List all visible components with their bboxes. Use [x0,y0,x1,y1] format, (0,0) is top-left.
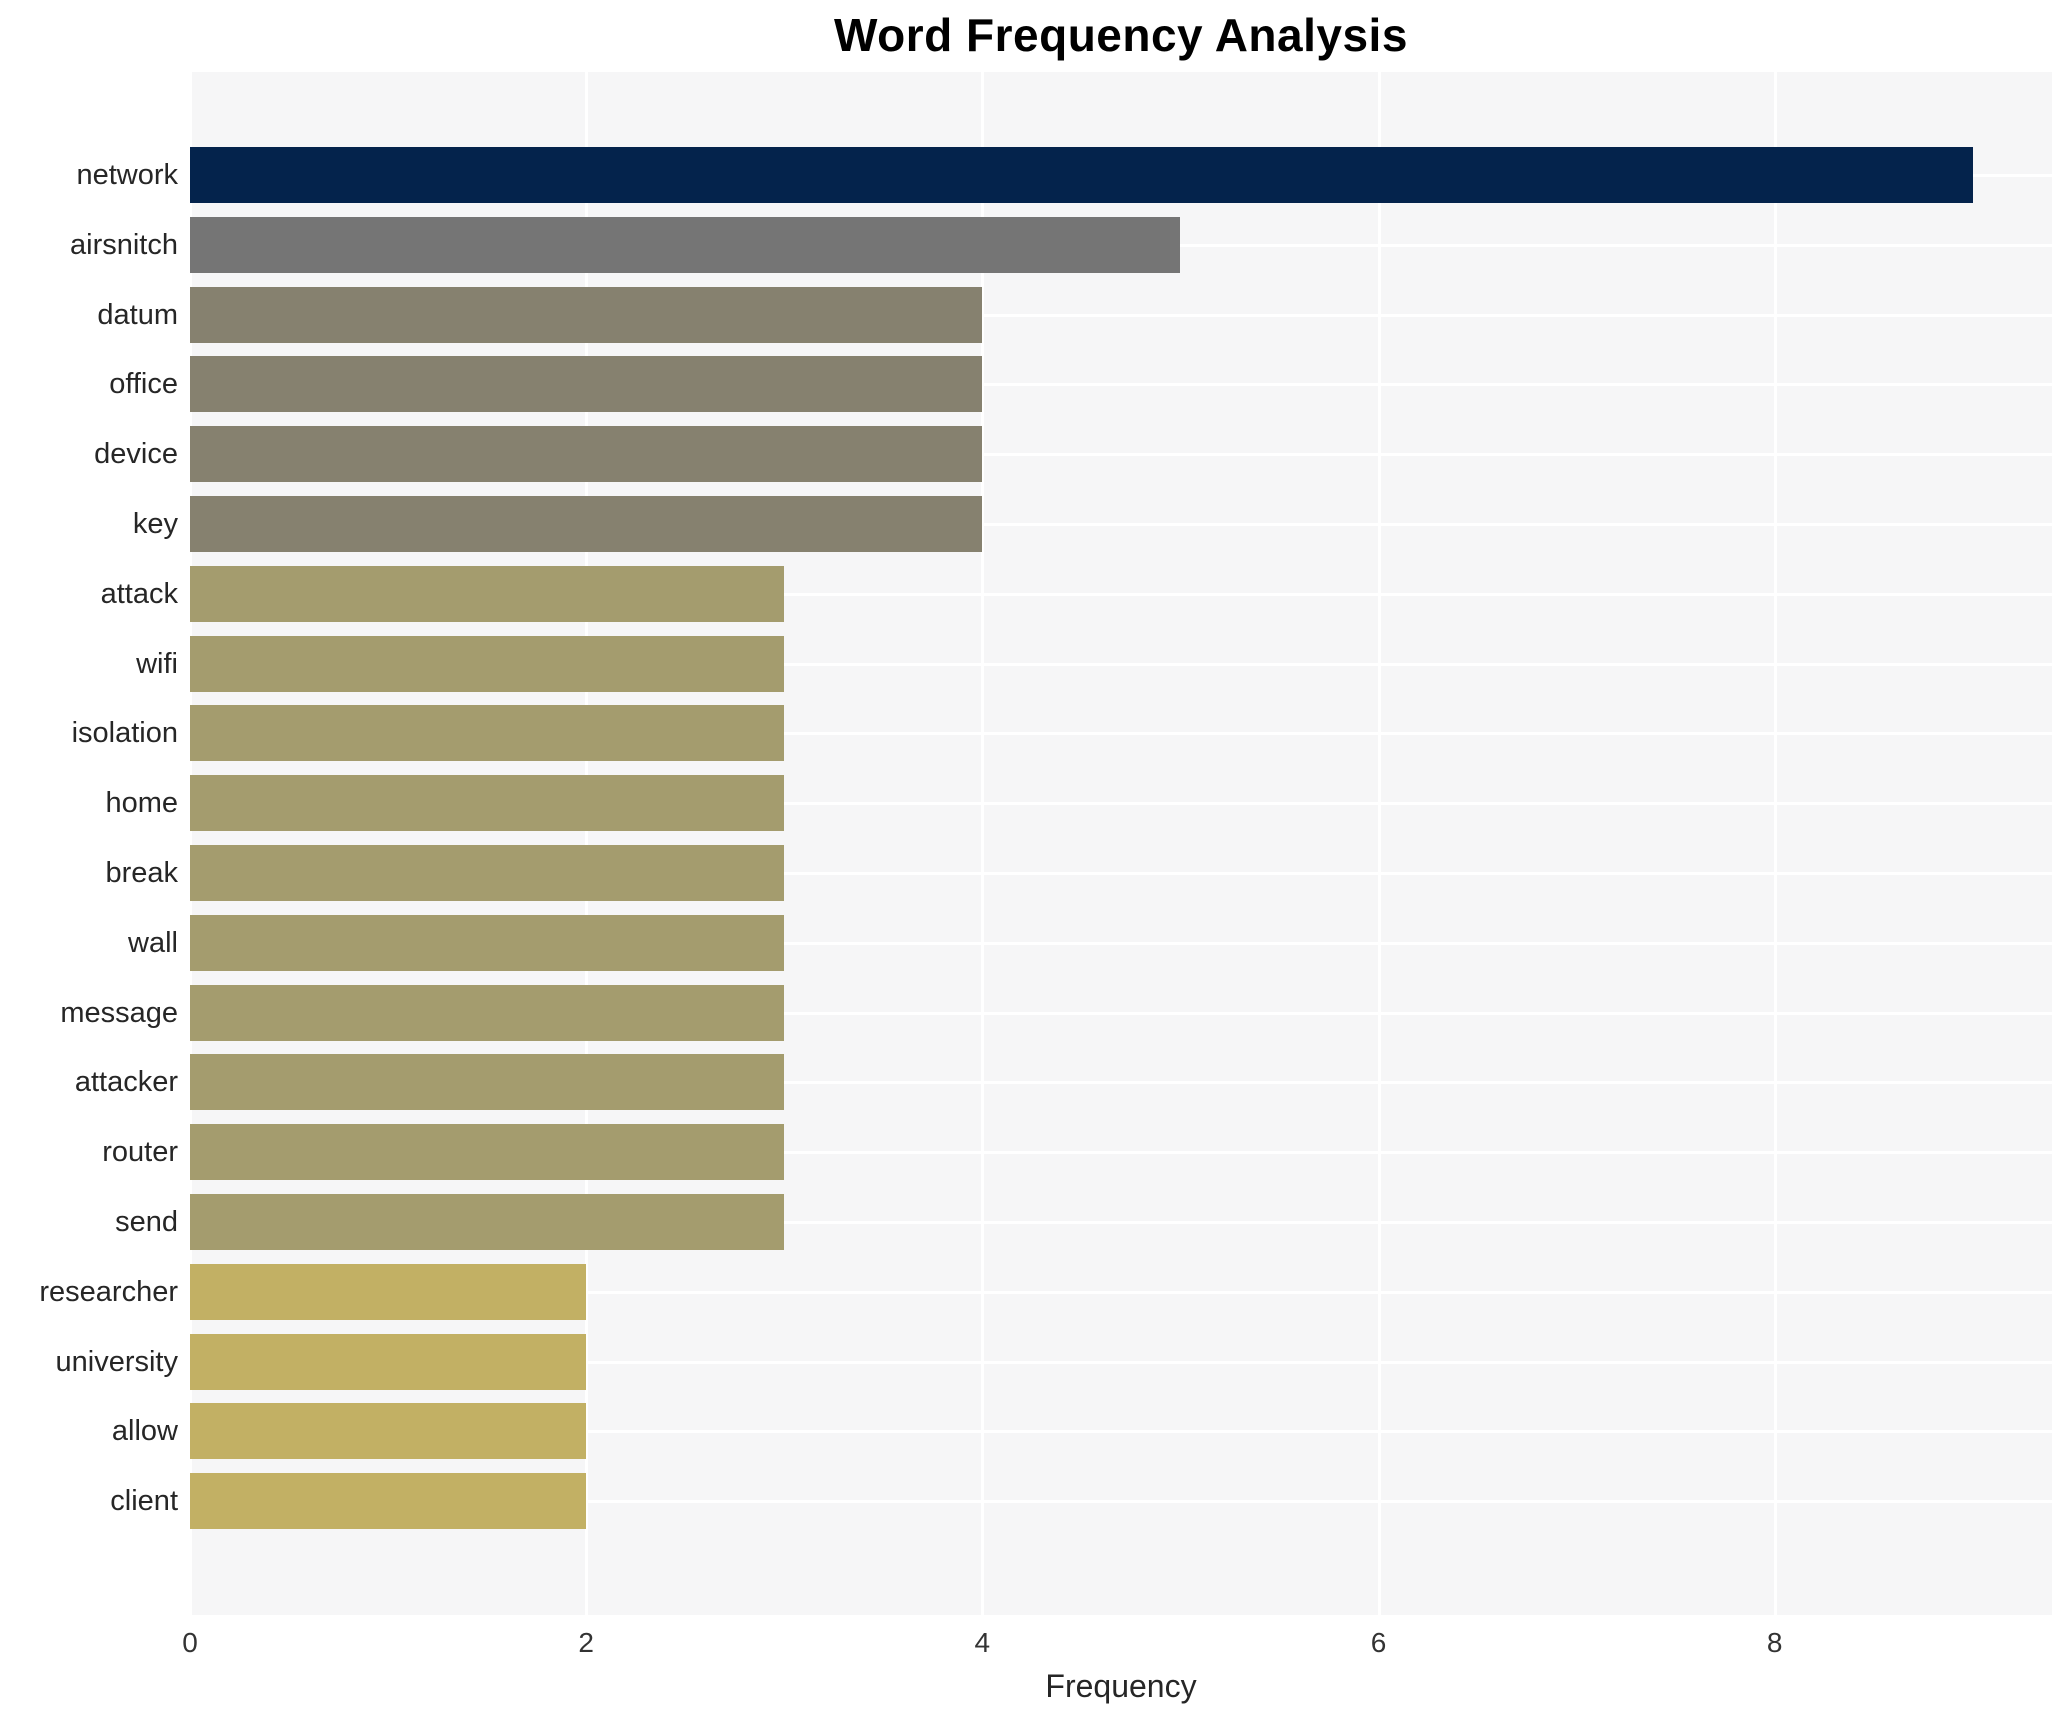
bar-network [190,146,1973,203]
bar-message [190,984,785,1041]
horizontal-gridline [190,453,2052,457]
bar-office [190,356,983,413]
bar-attack [190,565,785,622]
y-axis-labels: network airsnitch datum office device key atta… [0,72,178,1615]
bar-allow [190,1403,587,1460]
horizontal-gridline [190,383,2052,387]
horizontal-gridline [190,662,2052,666]
horizontal-gridline [190,941,2052,945]
vertical-gridline [1773,72,1777,1615]
y-label-isolation: isolation [71,717,178,750]
y-label-datum: datum [97,298,178,331]
y-label-key: key [132,507,178,540]
bar-wall [190,914,785,971]
horizontal-gridline [190,1430,2052,1434]
horizontal-gridline [190,802,2052,806]
y-label-network: network [76,158,178,191]
bar-researcher [190,1263,587,1320]
horizontal-gridline [190,1360,2052,1364]
horizontal-gridline [190,1011,2052,1015]
x-tick-label-8: 8 [1766,1627,1783,1658]
y-label-office: office [109,368,178,401]
vertical-gridline [981,72,985,1615]
x-tick-label-6: 6 [1370,1627,1387,1658]
bar-datum [190,286,983,343]
y-label-researcher: researcher [39,1275,178,1308]
bar-home [190,775,785,832]
x-axis-title: Frequency [1045,1668,1197,1704]
vertical-gridline [189,72,192,1615]
y-label-send: send [115,1205,178,1238]
y-label-attack: attack [100,577,178,610]
bar-send [190,1193,785,1250]
y-label-client: client [110,1485,178,1518]
y-label-attacker: attacker [74,1066,178,1099]
bar-key [190,495,983,552]
horizontal-gridline [190,592,2052,596]
bar-isolation [190,705,785,762]
x-axis-ticks: 0 2 4 6 8 [182,1627,2052,1667]
vertical-gridline [1377,72,1381,1615]
x-tick-label-0: 0 [182,1627,198,1658]
horizontal-gridline [190,732,2052,736]
plot-area [189,72,2052,1615]
x-tick-label-4: 4 [974,1627,991,1658]
bar-router [190,1124,785,1181]
horizontal-gridline [190,1081,2052,1085]
bar-attacker [190,1054,785,1111]
bar-university [190,1333,587,1390]
chart-title: Word Frequency Analysis [834,9,1408,61]
horizontal-gridline [190,1220,2052,1224]
y-label-wifi: wifi [136,647,178,680]
bar-break [190,844,785,901]
y-label-airsnitch: airsnitch [70,228,178,261]
y-label-home: home [105,787,178,820]
horizontal-gridline [190,313,2052,317]
horizontal-gridline [190,1151,2052,1155]
bar-device [190,426,983,483]
y-label-break: break [105,856,178,889]
horizontal-gridline [190,1500,2052,1504]
bar-airsnitch [190,216,1181,273]
horizontal-gridline [190,871,2052,875]
horizontal-gridline [190,1290,2052,1294]
bar-wifi [190,635,785,692]
horizontal-gridline [190,522,2052,526]
y-label-university: university [55,1345,179,1378]
vertical-gridline [585,72,589,1615]
y-label-message: message [60,996,178,1029]
y-label-wall: wall [128,926,178,959]
y-label-allow: allow [111,1415,178,1448]
y-label-router: router [102,1136,178,1169]
bar-client [190,1473,587,1530]
x-tick-label-2: 2 [578,1627,594,1658]
y-label-device: device [94,438,178,471]
